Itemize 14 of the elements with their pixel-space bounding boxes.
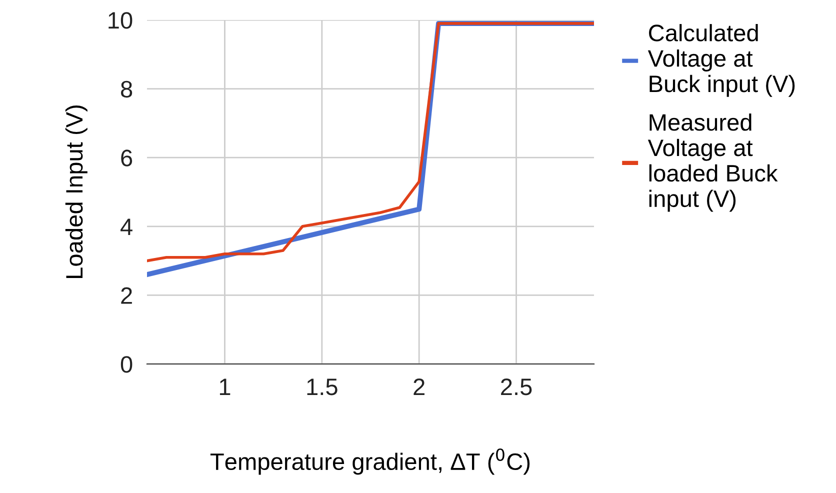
y-tick-label: 2 — [121, 287, 132, 304]
y-tick-label: 4 — [120, 218, 132, 235]
x-tick-label: 1 — [220, 378, 230, 395]
y-tick-label: 10 — [108, 12, 132, 29]
y-tick-label: 0 — [120, 356, 132, 373]
y-tick-label: 6 — [121, 150, 132, 166]
y-axis-title: Loaded Input (V) — [65, 106, 88, 278]
x-axis-title: Temperature gradient, ΔT ($^{0}$C) — [210, 448, 530, 475]
x-tick-label: 1.5 — [307, 378, 338, 396]
legend-label: Measured Voltage at loaded Buck input (V) — [648, 113, 778, 212]
x-tick-label: 2 — [414, 378, 424, 395]
x-tick-label: 2.5 — [501, 378, 532, 396]
y-tick-label: 8 — [121, 80, 132, 98]
legend-label: Calculated Voltage at Buck input (V) — [648, 24, 795, 97]
